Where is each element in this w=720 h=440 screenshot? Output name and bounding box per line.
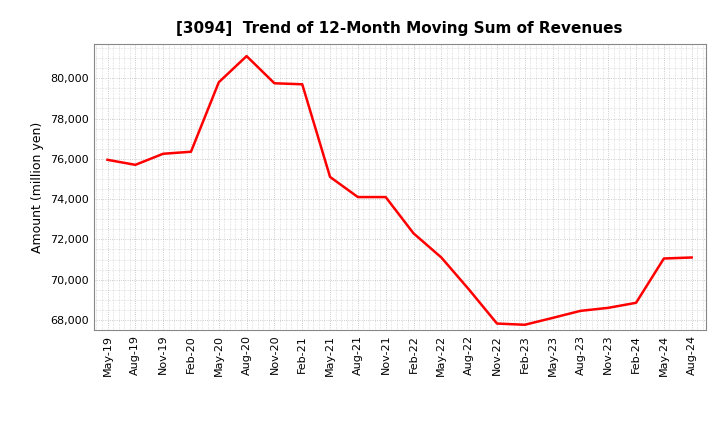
Title: [3094]  Trend of 12-Month Moving Sum of Revenues: [3094] Trend of 12-Month Moving Sum of R…	[176, 21, 623, 36]
Y-axis label: Amount (million yen): Amount (million yen)	[32, 121, 45, 253]
